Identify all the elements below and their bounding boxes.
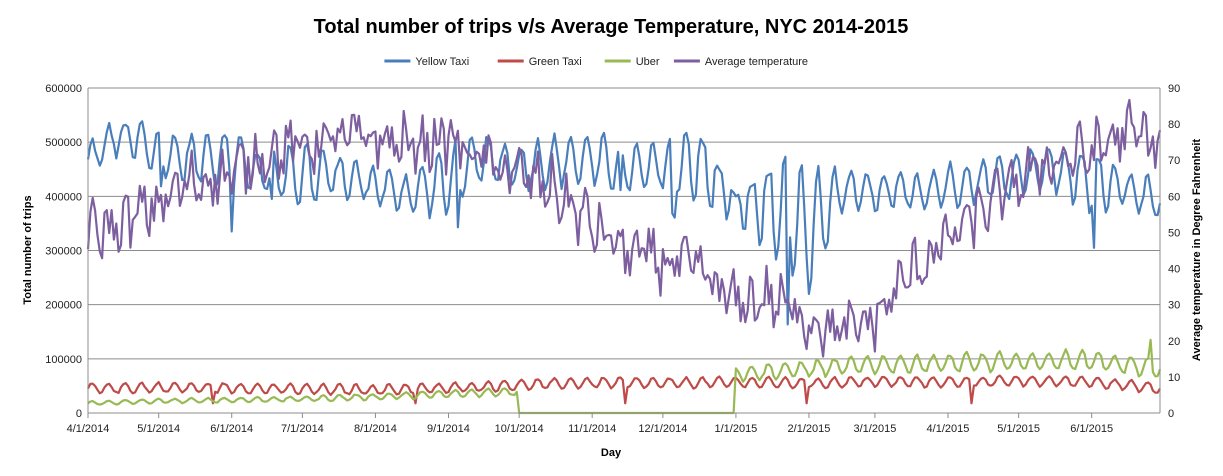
series-line-average-temperature bbox=[86, 98, 1162, 358]
y-tick-label: 0 bbox=[76, 408, 82, 420]
y2-tick-label: 0 bbox=[1168, 408, 1174, 420]
y2-tick-label: 50 bbox=[1168, 227, 1180, 239]
x-tick-label: 5/1/2014 bbox=[137, 423, 180, 435]
x-tick-label: 6/1/2015 bbox=[1070, 423, 1113, 435]
legend: Yellow Taxi Green Taxi Uber Average tempera… bbox=[384, 56, 808, 68]
y-tick-label: 200000 bbox=[45, 300, 82, 312]
y2-tick-label: 30 bbox=[1168, 300, 1180, 312]
y2-tick-label: 80 bbox=[1168, 119, 1180, 131]
y-tick-label: 300000 bbox=[45, 246, 82, 258]
x-tick-label: 7/1/2014 bbox=[281, 423, 324, 435]
y-tick-label: 400000 bbox=[45, 191, 82, 203]
series-lines bbox=[86, 98, 1162, 415]
x-axis-title: Day bbox=[601, 447, 622, 459]
axes bbox=[87, 88, 1161, 414]
y-tick-label: 100000 bbox=[45, 354, 82, 366]
x-tick-label: 11/1/2014 bbox=[568, 423, 616, 435]
y-tick-label: 600000 bbox=[45, 83, 82, 95]
y2-axis-ticks: 0 10 20 30 40 50 60 70 80 90 bbox=[1168, 83, 1180, 420]
x-tick-label: 12/1/2014 bbox=[638, 423, 687, 435]
legend-label-green-taxi: Green Taxi bbox=[529, 56, 582, 68]
y-tick-label: 500000 bbox=[45, 137, 82, 149]
legend-label-uber: Uber bbox=[636, 56, 660, 68]
x-tick-label: 10/1/2014 bbox=[495, 423, 544, 435]
x-tick-label: 9/1/2014 bbox=[427, 423, 470, 435]
y2-tick-label: 20 bbox=[1168, 336, 1180, 348]
y-axis-ticks: 0 100000 200000 300000 400000 500000 600000 bbox=[45, 83, 82, 420]
y2-tick-label: 70 bbox=[1168, 155, 1180, 167]
series-line-yellow-taxi bbox=[86, 120, 1162, 326]
chart-title: Total number of trips v/s Average Temper… bbox=[314, 16, 909, 38]
y2-tick-label: 60 bbox=[1168, 191, 1180, 203]
y-axis-title: Total number of trips bbox=[22, 195, 34, 304]
x-tick-label: 8/1/2014 bbox=[354, 423, 397, 435]
series-line-green-taxi bbox=[87, 374, 1161, 405]
y2-tick-label: 90 bbox=[1168, 83, 1180, 95]
y2-tick-label: 10 bbox=[1168, 372, 1180, 384]
x-tick-label: 6/1/2014 bbox=[210, 423, 253, 435]
x-tick-label: 5/1/2015 bbox=[997, 423, 1040, 435]
y2-axis-title: Average temperature in Degree Fahrenheit bbox=[1191, 139, 1203, 361]
x-tick-label: 1/1/2015 bbox=[714, 423, 757, 435]
legend-label-average-temperature: Average temperature bbox=[705, 56, 808, 68]
x-tick-label: 4/1/2014 bbox=[67, 423, 110, 435]
x-tick-label: 4/1/2015 bbox=[927, 423, 970, 435]
x-tick-label: 3/1/2015 bbox=[854, 423, 897, 435]
x-axis-ticks: 4/1/2014 5/1/2014 6/1/2014 7/1/2014 8/1/2014… bbox=[67, 413, 1113, 435]
x-tick-label: 2/1/2015 bbox=[788, 423, 831, 435]
y2-tick-label: 40 bbox=[1168, 264, 1180, 276]
legend-label-yellow-taxi: Yellow Taxi bbox=[415, 56, 469, 68]
